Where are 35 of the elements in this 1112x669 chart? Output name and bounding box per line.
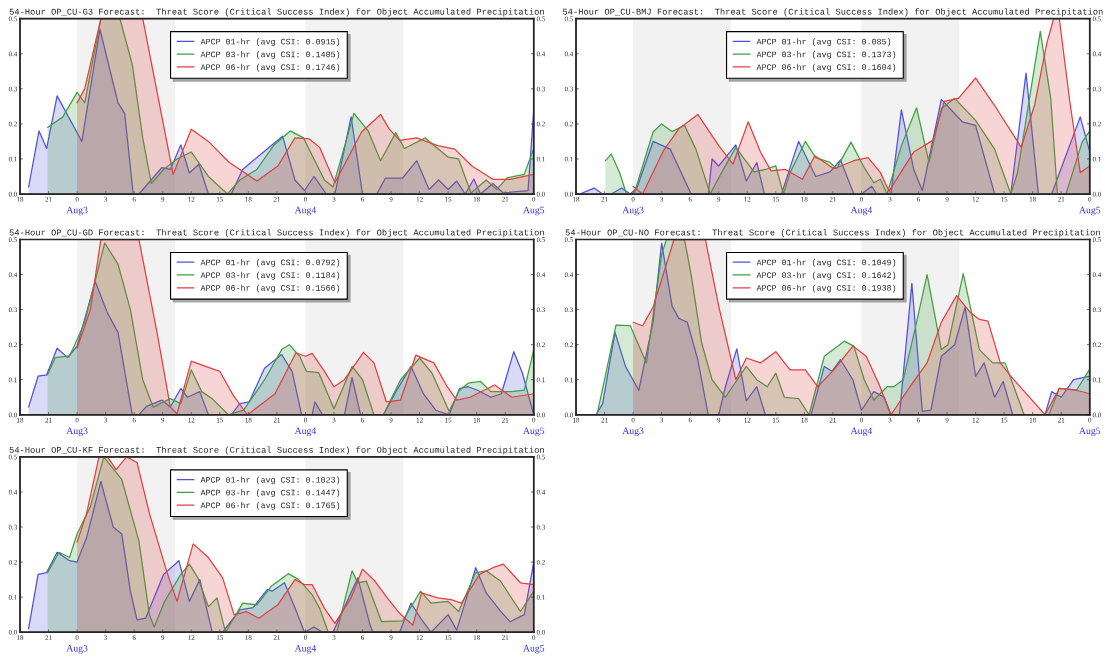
legend-label: APCP 03-hr (avg CSI: 0.1447) <box>200 489 340 498</box>
legend-label: APCP 03-hr (avg CSI: 0.1184) <box>200 271 340 280</box>
legend-label: APCP 01-hr (avg CSI: 0.085) <box>756 38 891 47</box>
chart-title: 54-Hour OP_CU-BMJ Forecast: Threat Score (Critical Success Index) for Object Accumulated Precipitation <box>562 8 1103 17</box>
x2-tick-label: Aug5 <box>523 206 545 216</box>
legend-label: APCP 06-hr (avg CSI: 0.1938) <box>756 284 896 293</box>
x2-tick-label: Aug4 <box>850 206 873 216</box>
x2-tick-label: Aug3 <box>66 644 88 654</box>
x2-tick-label: Aug4 <box>294 427 317 437</box>
x2-tick-label: Aug5 <box>1079 206 1101 216</box>
legend-label: APCP 01-hr (avg CSI: 0.1023) <box>200 476 340 485</box>
x2-tick-label: Aug4 <box>294 206 317 216</box>
legend-label: APCP 03-hr (avg CSI: 0.1642) <box>756 271 896 280</box>
chart-title: 54-Hour OP_CU-GD Forecast: Threat Score (Critical Success Index) for Object Accumulated Precipitation <box>9 228 544 238</box>
legend-label: APCP 06-hr (avg CSI: 0.1566) <box>200 284 340 293</box>
chart-title: 54-Hour OP_CU-NO Forecast: Threat Score (Critical Success Index) for Object Accumulated Precipitation <box>565 228 1100 238</box>
legend-label: APCP 06-hr (avg CSI: 0.1765) <box>200 502 340 510</box>
x2-tick-label: Aug3 <box>622 206 644 216</box>
x2-tick-label: Aug3 <box>66 427 88 437</box>
chart-title: 54-Hour OP_CU-KF Forecast: Threat Score (Critical Success Index) for Object Accumulated Precipitation <box>9 446 544 455</box>
x2-tick-label: Aug5 <box>1079 427 1101 437</box>
x2-tick-label: Aug5 <box>523 427 545 437</box>
x2-tick-label: Aug3 <box>622 427 644 437</box>
legend-label: APCP 06-hr (avg CSI: 0.1604) <box>756 63 896 72</box>
legend-label: APCP 01-hr (avg CSI: 0.0915) <box>200 38 340 47</box>
x2-tick-label: Aug4 <box>850 427 873 437</box>
x2-tick-label: Aug5 <box>523 645 545 654</box>
chart-title: 54-Hour OP_CU-G3 Forecast: Threat Score (Critical Success Index) for Object Accumulated Precipitation <box>9 8 544 17</box>
legend-label: APCP 03-hr (avg CSI: 0.1373) <box>756 51 896 59</box>
legend-label: APCP 06-hr (avg CSI: 0.1746) <box>200 63 340 72</box>
legend-label: APCP 03-hr (avg CSI: 0.1405) <box>200 51 340 59</box>
legend-label: APCP 01-hr (avg CSI: 0.1049) <box>756 259 896 267</box>
x2-tick-label: Aug4 <box>294 645 317 654</box>
x2-tick-label: Aug3 <box>66 206 88 216</box>
legend-label: APCP 01-hr (avg CSI: 0.0792) <box>200 259 340 267</box>
